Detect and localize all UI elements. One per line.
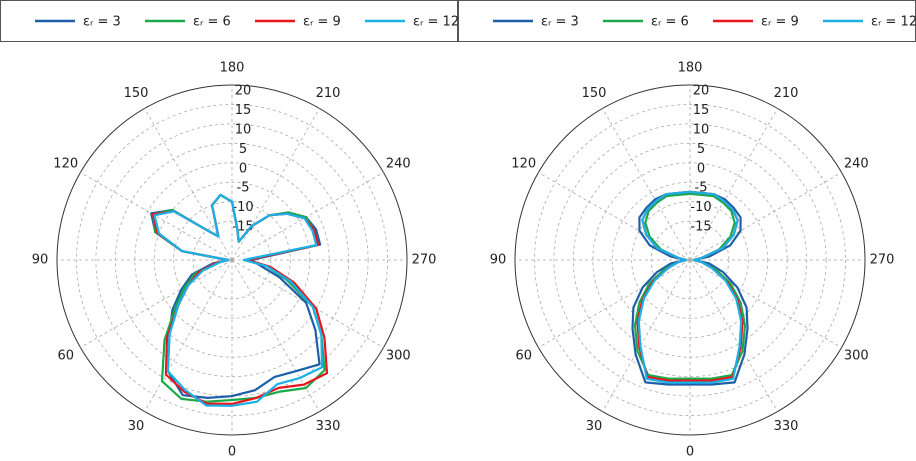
grid-circle xyxy=(553,123,827,397)
angle-tick-label: 180 xyxy=(678,61,703,76)
grid-circle xyxy=(631,201,749,319)
grid-spoke xyxy=(144,259,233,412)
r-tick-label: 20 xyxy=(693,84,710,99)
grid-spoke xyxy=(689,259,778,412)
grid-spoke xyxy=(602,108,691,261)
angle-tick-label: 0 xyxy=(228,445,236,460)
grid-circle xyxy=(534,104,846,416)
angle-tick-label: 90 xyxy=(32,253,49,268)
angle-tick-label: 330 xyxy=(774,419,799,434)
r-tick-label: 10 xyxy=(235,122,252,137)
grid-circle xyxy=(611,181,769,339)
angle-tick-label: 270 xyxy=(870,253,895,268)
angle-tick-label: 300 xyxy=(386,349,411,364)
angle-tick-label: 0 xyxy=(686,445,694,460)
legend-label: εᵣ = 12 xyxy=(413,15,459,30)
series-line xyxy=(153,193,324,407)
grid-circle xyxy=(76,104,388,416)
grid-spoke xyxy=(602,259,691,412)
angle-tick-label: 30 xyxy=(128,419,145,434)
r-tick-label: -5 xyxy=(237,181,250,196)
angle-tick-label: 180 xyxy=(220,61,245,76)
angle-tick-label: 120 xyxy=(511,157,536,172)
grid-spoke xyxy=(231,259,320,412)
grid-spoke xyxy=(231,259,384,348)
legend-label: εᵣ = 12 xyxy=(871,15,916,30)
series-line xyxy=(637,190,743,384)
grid-spoke xyxy=(689,108,778,261)
r-tick-label: 10 xyxy=(693,122,710,137)
grid-circle xyxy=(153,181,311,339)
r-tick-label: 5 xyxy=(239,142,247,157)
grid-spoke xyxy=(689,172,842,261)
legend-label: εᵣ = 6 xyxy=(193,15,231,30)
grid-spoke xyxy=(538,259,691,348)
angle-tick-label: 120 xyxy=(53,157,78,172)
angle-tick-label: 240 xyxy=(386,157,411,172)
grid-circle xyxy=(95,123,369,397)
grid-spoke xyxy=(80,259,233,348)
angle-tick-label: 60 xyxy=(57,349,74,364)
angle-tick-label: 30 xyxy=(586,419,603,434)
grid-spoke xyxy=(231,172,384,261)
legend-label: εᵣ = 3 xyxy=(541,15,579,30)
angle-tick-label: 90 xyxy=(490,253,507,268)
r-tick-label: 20 xyxy=(235,84,252,99)
r-tick-label: 5 xyxy=(697,142,705,157)
legend-label: εᵣ = 9 xyxy=(761,15,799,30)
grid-spoke xyxy=(689,259,842,348)
angle-tick-label: 150 xyxy=(124,86,149,101)
angle-tick-label: 60 xyxy=(515,349,532,364)
r-tick-label: 0 xyxy=(697,161,705,176)
angle-tick-label: 270 xyxy=(412,253,437,268)
angle-tick-label: 210 xyxy=(774,86,799,101)
r-tick-label: -10 xyxy=(232,200,253,215)
angle-tick-label: 210 xyxy=(316,86,341,101)
legend-label: εᵣ = 3 xyxy=(83,15,121,30)
series-line xyxy=(633,192,747,380)
legend-label: εᵣ = 9 xyxy=(303,15,341,30)
angle-tick-label: 300 xyxy=(844,349,869,364)
angle-tick-label: 150 xyxy=(582,86,607,101)
legend-label: εᵣ = 6 xyxy=(651,15,689,30)
r-tick-label: 15 xyxy=(693,103,710,118)
grid-circle xyxy=(173,201,291,319)
grid-spoke xyxy=(144,108,233,261)
grid-spoke xyxy=(538,172,691,261)
angle-tick-label: 330 xyxy=(316,419,341,434)
r-tick-label: -15 xyxy=(690,220,711,235)
grid-spoke xyxy=(80,172,233,261)
r-tick-label: -10 xyxy=(690,200,711,215)
legend-box xyxy=(0,0,458,42)
angle-tick-label: 240 xyxy=(844,157,869,172)
r-tick-label: 0 xyxy=(239,161,247,176)
r-tick-label: 15 xyxy=(235,103,252,118)
grid-spoke xyxy=(231,108,320,261)
